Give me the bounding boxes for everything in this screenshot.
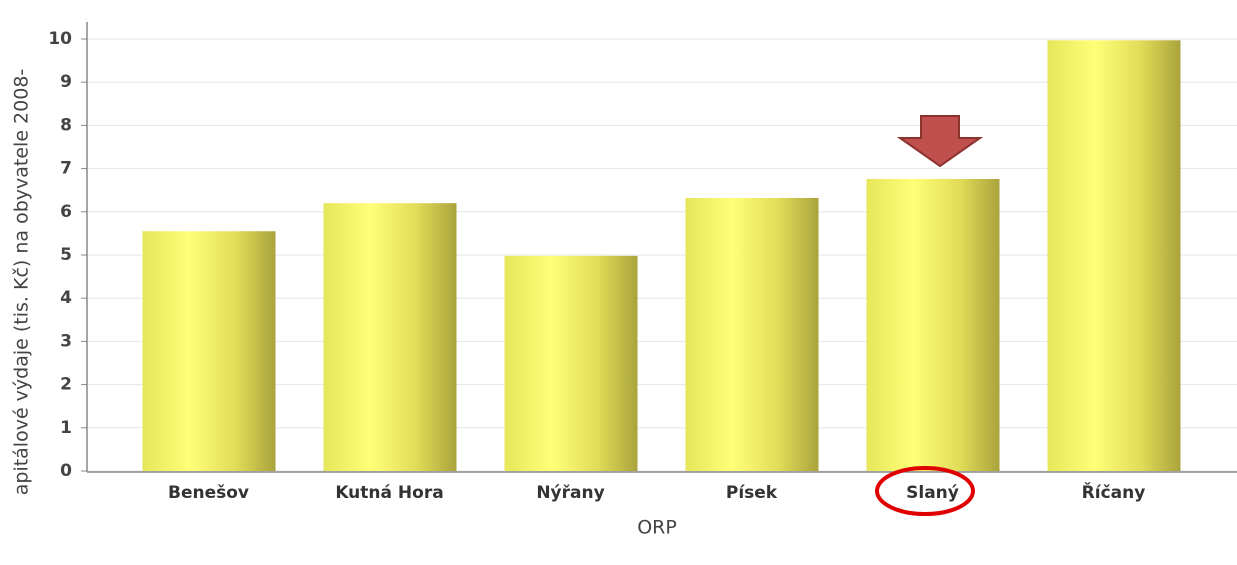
bar: [866, 178, 1000, 471]
y-tick-label: 0: [60, 461, 72, 481]
x-tick-label: Říčany: [1082, 481, 1146, 503]
y-tick-label: 7: [60, 159, 72, 179]
bar: [504, 255, 638, 471]
x-tick-label: Slaný: [906, 483, 959, 503]
highlight-arrow: [896, 115, 984, 168]
y-tick-label: 3: [60, 331, 72, 351]
y-tick-label: 1: [60, 418, 72, 438]
y-tick-label: 9: [60, 72, 72, 92]
bar: [142, 231, 276, 471]
y-tick-label: 8: [60, 115, 72, 135]
y-tick-label: 6: [60, 202, 72, 222]
bar: [1047, 40, 1181, 472]
y-tick-label: 4: [60, 288, 72, 308]
x-tick-label: Kutná Hora: [335, 483, 443, 503]
x-tick-label: Nýřany: [536, 483, 604, 503]
x-tick-label: Benešov: [168, 483, 249, 503]
highlight-ellipse: [875, 466, 975, 516]
bar: [685, 197, 819, 471]
y-tick-label: 10: [48, 29, 72, 49]
plot-area: 0 1 2 3 4 5 6 7 8 9 10 Benešov Kutná Hora Nýřany Písek…: [48, 29, 1237, 503]
bar: [323, 203, 457, 471]
y-tick-label: 2: [60, 375, 72, 395]
y-axis-label: apitálové výdaje (tis. Kč) na obyvatele …: [11, 69, 33, 496]
x-axis-label: ORP: [637, 517, 677, 539]
y-tick-label: 5: [60, 245, 72, 265]
x-tick-label: Písek: [726, 483, 778, 503]
